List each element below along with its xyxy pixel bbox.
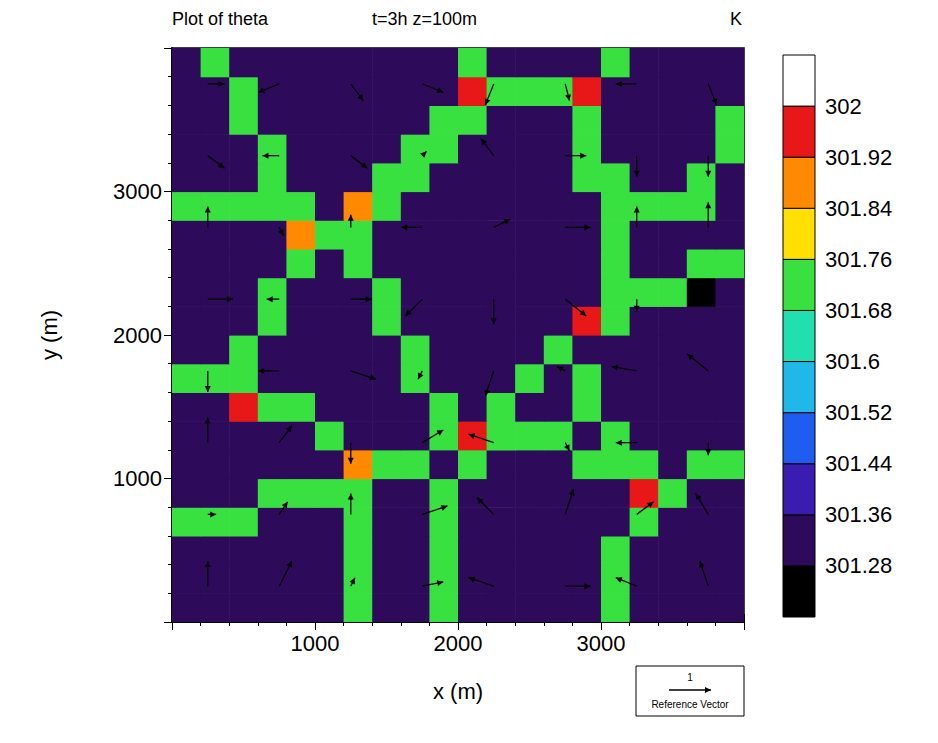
svg-text:301.76: 301.76 (825, 247, 892, 272)
svg-text:301.6: 301.6 (825, 349, 880, 374)
svg-text:2000: 2000 (434, 631, 483, 656)
svg-text:301.28: 301.28 (825, 553, 892, 578)
svg-text:1: 1 (687, 672, 693, 683)
svg-text:301.36: 301.36 (825, 502, 892, 527)
svg-text:301.92: 301.92 (825, 145, 892, 170)
svg-text:Plot of theta: Plot of theta (172, 9, 269, 29)
svg-text:302: 302 (825, 94, 862, 119)
svg-text:3000: 3000 (577, 631, 626, 656)
svg-text:K: K (730, 9, 742, 29)
svg-text:3000: 3000 (113, 179, 162, 204)
svg-text:x (m): x (m) (433, 679, 483, 704)
svg-text:301.44: 301.44 (825, 451, 892, 476)
svg-text:y (m): y (m) (37, 310, 62, 360)
svg-text:2000: 2000 (113, 323, 162, 348)
svg-text:301.68: 301.68 (825, 298, 892, 323)
svg-text:301.84: 301.84 (825, 196, 892, 221)
svg-text:301.52: 301.52 (825, 400, 892, 425)
svg-text:1000: 1000 (113, 466, 162, 491)
svg-text:t=3h z=100m: t=3h z=100m (372, 9, 477, 29)
svg-text:1000: 1000 (291, 631, 340, 656)
svg-text:Reference Vector: Reference Vector (651, 699, 729, 710)
